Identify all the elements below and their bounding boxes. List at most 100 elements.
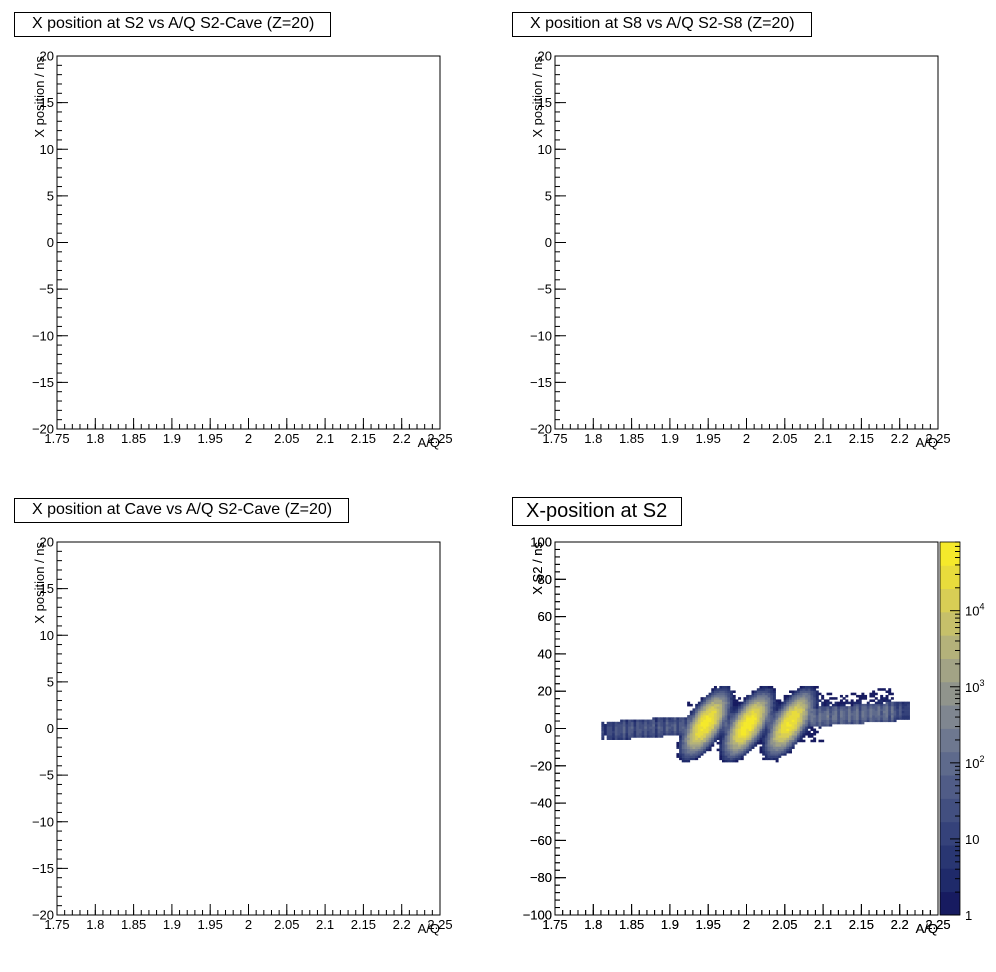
heatmap-cell: [689, 755, 693, 758]
heatmap-cell: [687, 739, 691, 743]
heatmap-cell: [646, 730, 650, 734]
pad-top-left: 1.75 1.8 1.85 1.9 1.95 2 2.05 2.1 2.15 2.2 2.25 −20…: [0, 0, 498, 486]
heatmap-cell: [703, 744, 707, 747]
heatmap-cell: [767, 750, 771, 754]
heatmap-cell: [762, 717, 766, 720]
heatmap-cell: [721, 728, 725, 732]
heatmap-cell: [620, 728, 624, 732]
heatmap-cell: [762, 732, 766, 736]
heatmap-cell: [724, 701, 728, 705]
heatmap-cell: [794, 730, 798, 734]
heatmap-cell: [754, 697, 758, 700]
heatmap-cell: [754, 739, 758, 743]
heatmap-cell: [679, 735, 683, 738]
heatmap-cell: [772, 732, 776, 736]
heatmap-cell: [732, 712, 736, 716]
x-tick-label: 2.15: [351, 917, 376, 932]
heatmap-cell: [842, 712, 846, 716]
heatmap-cell: [716, 741, 720, 745]
heatmap-cell: [711, 728, 715, 732]
heatmap-cell: [815, 708, 819, 711]
heatmap-cell: [649, 730, 653, 734]
heatmap-cell: [732, 759, 736, 763]
heatmap-cell: [746, 728, 750, 732]
heatmap-cell: [697, 732, 701, 736]
heatmap-cell: [762, 739, 766, 743]
heatmap-cell: [767, 721, 771, 725]
heatmap-cell: [695, 730, 699, 734]
heatmap-cell: [869, 717, 873, 720]
heatmap-cell: [837, 706, 841, 709]
heatmap-cell: [692, 735, 696, 738]
heatmap-cell: [802, 735, 806, 738]
heatmap-cell: [735, 755, 739, 758]
heatmap-cell: [689, 703, 693, 707]
heatmap-cell: [732, 726, 736, 729]
heatmap-cell: [818, 708, 822, 711]
heatmap-cell: [601, 735, 605, 738]
x-tick-label: 1.95: [696, 917, 721, 932]
heatmap-cell: [697, 701, 701, 705]
heatmap-cell: [606, 721, 610, 725]
heatmap-cell: [834, 715, 838, 718]
heatmap-cell: [652, 726, 656, 729]
x-tick-label: 2.05: [274, 917, 299, 932]
heatmap-cell: [823, 701, 827, 705]
heatmap-cell: [692, 710, 696, 714]
heatmap-cell: [866, 701, 870, 705]
y-axis-label: X position / ns: [32, 56, 47, 138]
heatmap-cell: [748, 721, 752, 725]
heatmap-cell: [713, 692, 717, 696]
heatmap-cell: [802, 692, 806, 696]
heatmap-cell: [617, 721, 621, 725]
heatmap-cell: [813, 710, 817, 714]
heatmap-cell: [636, 728, 640, 732]
heatmap-cell: [735, 735, 739, 738]
heatmap-cell: [791, 715, 795, 718]
heatmap-cell: [719, 755, 723, 758]
heatmap-cell: [786, 721, 790, 725]
heatmap-cell: [738, 697, 742, 700]
heatmap-cell: [877, 708, 881, 711]
heatmap-cell: [853, 708, 857, 711]
heatmap-cell: [896, 712, 900, 716]
heatmap-cell: [839, 694, 843, 698]
heatmap-cell: [906, 710, 910, 714]
heatmap-cell: [689, 739, 693, 743]
heatmap-cell: [791, 735, 795, 738]
heatmap-cell: [735, 737, 739, 740]
x-tick-label: 1.8: [86, 431, 104, 446]
heatmap-cell: [772, 737, 776, 740]
heatmap-cell: [866, 717, 870, 720]
heatmap-cell: [767, 730, 771, 734]
heatmap-cell: [708, 730, 712, 734]
heatmap-cell: [689, 730, 693, 734]
heatmap-cell: [727, 753, 731, 756]
heatmap-cell: [754, 703, 758, 707]
heatmap-cell: [601, 737, 605, 740]
heatmap-cell: [738, 753, 742, 756]
heatmap-cell: [687, 746, 691, 749]
heatmap-cell: [692, 746, 696, 749]
heatmap-cell: [837, 710, 841, 714]
y-tick-label: 100: [530, 535, 552, 550]
heatmap-cell: [740, 737, 744, 740]
heatmap-cell: [738, 703, 742, 707]
heatmap-cell: [727, 708, 731, 711]
heatmap-cell: [721, 685, 725, 689]
heatmap-cell: [842, 721, 846, 725]
heatmap-cell: [754, 715, 758, 718]
heatmap-cell: [628, 735, 632, 738]
heatmap-cell: [799, 692, 803, 696]
heatmap-cell: [821, 715, 825, 718]
heatmap-cell: [735, 699, 739, 702]
heatmap-cell: [826, 721, 830, 725]
heatmap-cell: [668, 724, 672, 727]
heatmap-cell: [780, 712, 784, 716]
y-tick-label: −40: [530, 796, 552, 811]
heatmap-cell: [767, 690, 771, 693]
heatmap-cell: [770, 706, 774, 709]
heatmap-cell: [695, 757, 699, 761]
heatmap-cell: [821, 721, 825, 725]
heatmap-cell: [893, 703, 897, 707]
